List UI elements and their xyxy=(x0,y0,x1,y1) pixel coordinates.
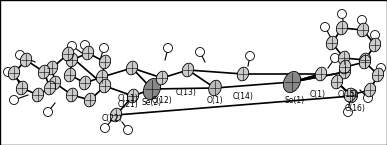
Ellipse shape xyxy=(127,89,139,103)
Text: O(1): O(1) xyxy=(207,97,223,106)
Ellipse shape xyxy=(8,66,20,80)
Circle shape xyxy=(377,64,385,72)
Text: Se(1): Se(1) xyxy=(285,97,305,106)
Ellipse shape xyxy=(38,65,50,79)
Ellipse shape xyxy=(346,89,358,103)
Ellipse shape xyxy=(359,55,371,69)
Circle shape xyxy=(320,22,329,31)
Ellipse shape xyxy=(16,81,28,95)
Ellipse shape xyxy=(99,55,111,69)
Text: C(15): C(15) xyxy=(337,90,358,99)
Ellipse shape xyxy=(237,67,249,81)
Ellipse shape xyxy=(283,71,301,93)
Circle shape xyxy=(337,10,346,19)
Ellipse shape xyxy=(331,75,343,89)
Text: C(1): C(1) xyxy=(310,90,326,99)
Ellipse shape xyxy=(66,53,78,67)
Ellipse shape xyxy=(49,76,61,90)
Ellipse shape xyxy=(110,108,122,122)
Ellipse shape xyxy=(156,71,168,85)
Circle shape xyxy=(15,50,24,59)
Ellipse shape xyxy=(315,67,327,81)
Circle shape xyxy=(10,96,19,105)
Ellipse shape xyxy=(20,53,32,67)
Circle shape xyxy=(363,94,373,103)
Ellipse shape xyxy=(182,63,194,77)
Text: C(12): C(12) xyxy=(152,96,172,105)
Circle shape xyxy=(3,68,12,77)
Ellipse shape xyxy=(99,79,111,93)
Circle shape xyxy=(43,107,53,116)
Ellipse shape xyxy=(66,88,78,102)
Ellipse shape xyxy=(357,23,369,37)
Ellipse shape xyxy=(339,60,351,74)
Ellipse shape xyxy=(144,78,161,99)
Circle shape xyxy=(245,51,255,60)
Circle shape xyxy=(344,107,353,116)
Ellipse shape xyxy=(96,70,108,84)
Ellipse shape xyxy=(62,47,74,61)
Circle shape xyxy=(123,126,132,135)
Ellipse shape xyxy=(336,21,348,35)
Text: Se(2): Se(2) xyxy=(142,97,162,106)
Text: C(21): C(21) xyxy=(118,100,139,109)
Ellipse shape xyxy=(372,68,384,82)
Circle shape xyxy=(370,30,380,39)
Circle shape xyxy=(101,124,110,133)
Text: C(22): C(22) xyxy=(102,114,122,123)
Text: C(14): C(14) xyxy=(233,91,253,100)
Ellipse shape xyxy=(369,38,381,52)
Ellipse shape xyxy=(82,46,94,60)
Circle shape xyxy=(358,16,366,25)
Circle shape xyxy=(330,54,339,62)
Ellipse shape xyxy=(364,83,376,97)
Circle shape xyxy=(67,41,77,50)
Ellipse shape xyxy=(359,53,371,67)
Text: C(11): C(11) xyxy=(118,94,139,103)
Ellipse shape xyxy=(209,80,221,96)
Ellipse shape xyxy=(338,51,350,65)
Ellipse shape xyxy=(84,93,96,107)
Circle shape xyxy=(80,40,89,49)
Circle shape xyxy=(163,44,173,52)
Text: C(16): C(16) xyxy=(344,104,365,113)
Ellipse shape xyxy=(326,36,338,50)
Text: C(13): C(13) xyxy=(176,88,197,97)
Ellipse shape xyxy=(344,88,356,102)
Circle shape xyxy=(99,44,108,52)
Ellipse shape xyxy=(126,61,138,75)
Ellipse shape xyxy=(32,88,44,102)
Ellipse shape xyxy=(79,76,91,90)
Ellipse shape xyxy=(44,81,56,95)
Ellipse shape xyxy=(46,61,58,75)
Ellipse shape xyxy=(339,65,351,79)
Ellipse shape xyxy=(64,68,76,82)
Circle shape xyxy=(195,48,204,57)
